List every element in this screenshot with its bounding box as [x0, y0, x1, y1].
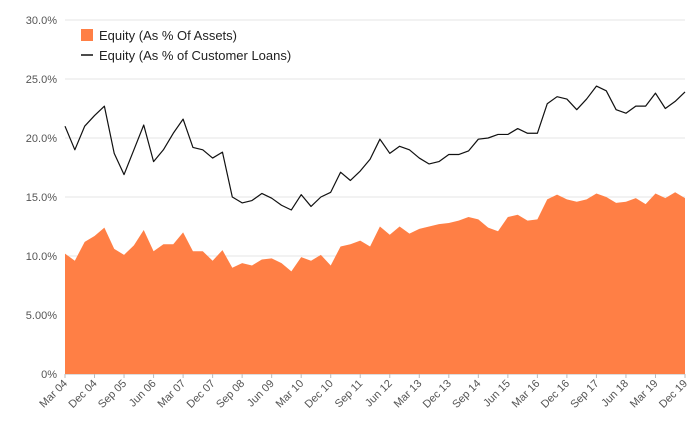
x-tick-label: Jun 15	[481, 378, 513, 410]
x-tick-label: Mar 19	[628, 378, 661, 411]
area-series-assets	[65, 192, 685, 374]
y-tick-label: 20.0%	[26, 133, 57, 145]
x-tick-label: Dec 19	[657, 378, 690, 411]
x-tick-label: Dec 16	[539, 378, 572, 411]
x-tick-label: Mar 13	[392, 378, 425, 411]
legend-label-loans: Equity (As % of Customer Loans)	[99, 48, 291, 63]
x-tick-label: Dec 07	[185, 378, 218, 411]
x-tick-label: Jun 18	[599, 378, 631, 410]
x-tick-label: Sep 14	[450, 378, 483, 411]
legend-swatch-assets	[81, 29, 93, 41]
x-tick-label: Mar 07	[156, 378, 189, 411]
x-tick-label: Dec 10	[303, 378, 336, 411]
x-tick-label: Sep 08	[214, 378, 247, 411]
y-tick-label: 0%	[41, 369, 57, 381]
y-tick-label: 10.0%	[26, 251, 57, 263]
x-tick-label: Dec 13	[421, 378, 454, 411]
x-tick-label: Mar 16	[510, 378, 543, 411]
y-tick-label: 5.00%	[26, 310, 57, 322]
x-tick-label: Dec 04	[67, 378, 100, 411]
legend-label-assets: Equity (As % Of Assets)	[99, 28, 237, 43]
x-tick-label: Mar 10	[274, 378, 307, 411]
y-tick-label: 15.0%	[26, 192, 57, 204]
x-tick-label: Jun 12	[363, 378, 395, 410]
y-tick-label: 30.0%	[26, 15, 57, 27]
area-series-layer	[65, 192, 685, 374]
x-tick-label: Jun 09	[245, 378, 277, 410]
x-tick-label: Sep 11	[333, 378, 366, 411]
line-series-customer-loans	[64, 85, 686, 211]
y-tick-label: 25.0%	[26, 74, 57, 86]
legend: Equity (As % Of Assets) Equity (As % of …	[81, 28, 291, 63]
x-tick-label: Sep 17	[568, 378, 601, 411]
line-series-layer	[64, 85, 686, 211]
x-tick-label: Jun 06	[127, 378, 159, 410]
x-tick-label: Sep 05	[96, 378, 129, 411]
x-tick-label: Mar 04	[37, 378, 70, 411]
y-axis: 0% 5.00% 10.0% 15.0% 20.0% 25.0% 30.0%	[26, 15, 57, 381]
